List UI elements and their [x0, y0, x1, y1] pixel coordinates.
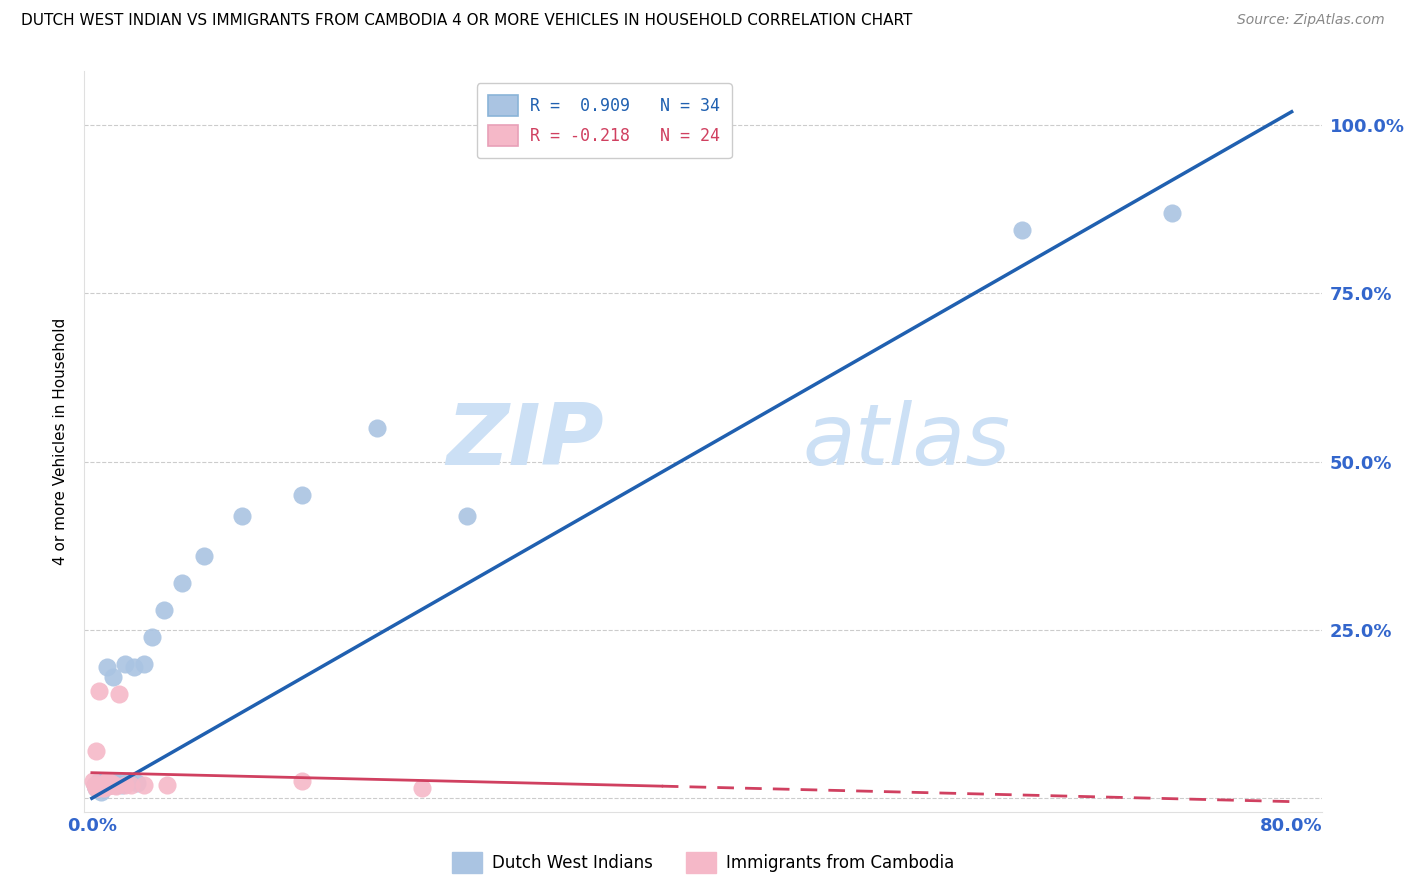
Point	[101, 670, 124, 684]
Point	[134, 778, 156, 792]
Point	[114, 657, 136, 671]
Point	[141, 630, 163, 644]
Point	[91, 778, 114, 792]
Point	[170, 575, 193, 590]
Text: atlas: atlas	[801, 400, 1010, 483]
Point	[1011, 222, 1033, 236]
Point	[114, 778, 136, 792]
Point	[89, 781, 111, 796]
Point	[89, 774, 111, 789]
Point	[98, 778, 121, 792]
Point	[366, 421, 388, 435]
Point	[89, 781, 111, 796]
Point	[90, 784, 112, 798]
Point	[83, 778, 105, 792]
Text: ZIP: ZIP	[446, 400, 605, 483]
Point	[94, 779, 117, 793]
Y-axis label: 4 or more Vehicles in Household: 4 or more Vehicles in Household	[53, 318, 69, 566]
Text: Source: ZipAtlas.com: Source: ZipAtlas.com	[1237, 13, 1385, 28]
Text: DUTCH WEST INDIAN VS IMMIGRANTS FROM CAMBODIA 4 OR MORE VEHICLES IN HOUSEHOLD CO: DUTCH WEST INDIAN VS IMMIGRANTS FROM CAM…	[21, 13, 912, 29]
Legend: Dutch West Indians, Immigrants from Cambodia: Dutch West Indians, Immigrants from Camb…	[446, 846, 960, 880]
Point	[411, 781, 433, 796]
Point	[87, 779, 110, 793]
Point	[108, 687, 131, 701]
Point	[96, 660, 118, 674]
Point	[100, 776, 122, 790]
Point	[86, 781, 108, 796]
Point	[103, 778, 125, 792]
Point	[93, 774, 115, 789]
Point	[82, 774, 104, 789]
Point	[103, 774, 125, 789]
Point	[134, 657, 156, 671]
Point	[86, 744, 108, 758]
Point	[91, 778, 114, 792]
Point	[93, 781, 115, 796]
Point	[291, 774, 314, 789]
Point	[94, 776, 117, 790]
Point	[108, 774, 131, 789]
Point	[1160, 205, 1182, 219]
Point	[193, 549, 215, 563]
Point	[87, 778, 110, 792]
Point	[83, 778, 105, 792]
Point	[96, 774, 118, 789]
Point	[105, 776, 128, 790]
Point	[97, 779, 120, 793]
Point	[156, 778, 179, 792]
Point	[125, 776, 148, 790]
Point	[104, 779, 127, 793]
Point	[153, 603, 176, 617]
Point	[291, 488, 314, 502]
Legend: R =  0.909   N = 34, R = -0.218   N = 24: R = 0.909 N = 34, R = -0.218 N = 24	[477, 83, 731, 158]
Point	[122, 660, 145, 674]
Point	[86, 781, 108, 796]
Point	[90, 779, 112, 793]
Point	[231, 508, 253, 523]
Point	[100, 776, 122, 790]
Point	[111, 778, 134, 792]
Point	[118, 774, 141, 789]
Point	[98, 778, 121, 792]
Point	[89, 683, 111, 698]
Point	[104, 778, 127, 792]
Point	[456, 508, 478, 523]
Point	[96, 778, 118, 792]
Point	[120, 778, 142, 792]
